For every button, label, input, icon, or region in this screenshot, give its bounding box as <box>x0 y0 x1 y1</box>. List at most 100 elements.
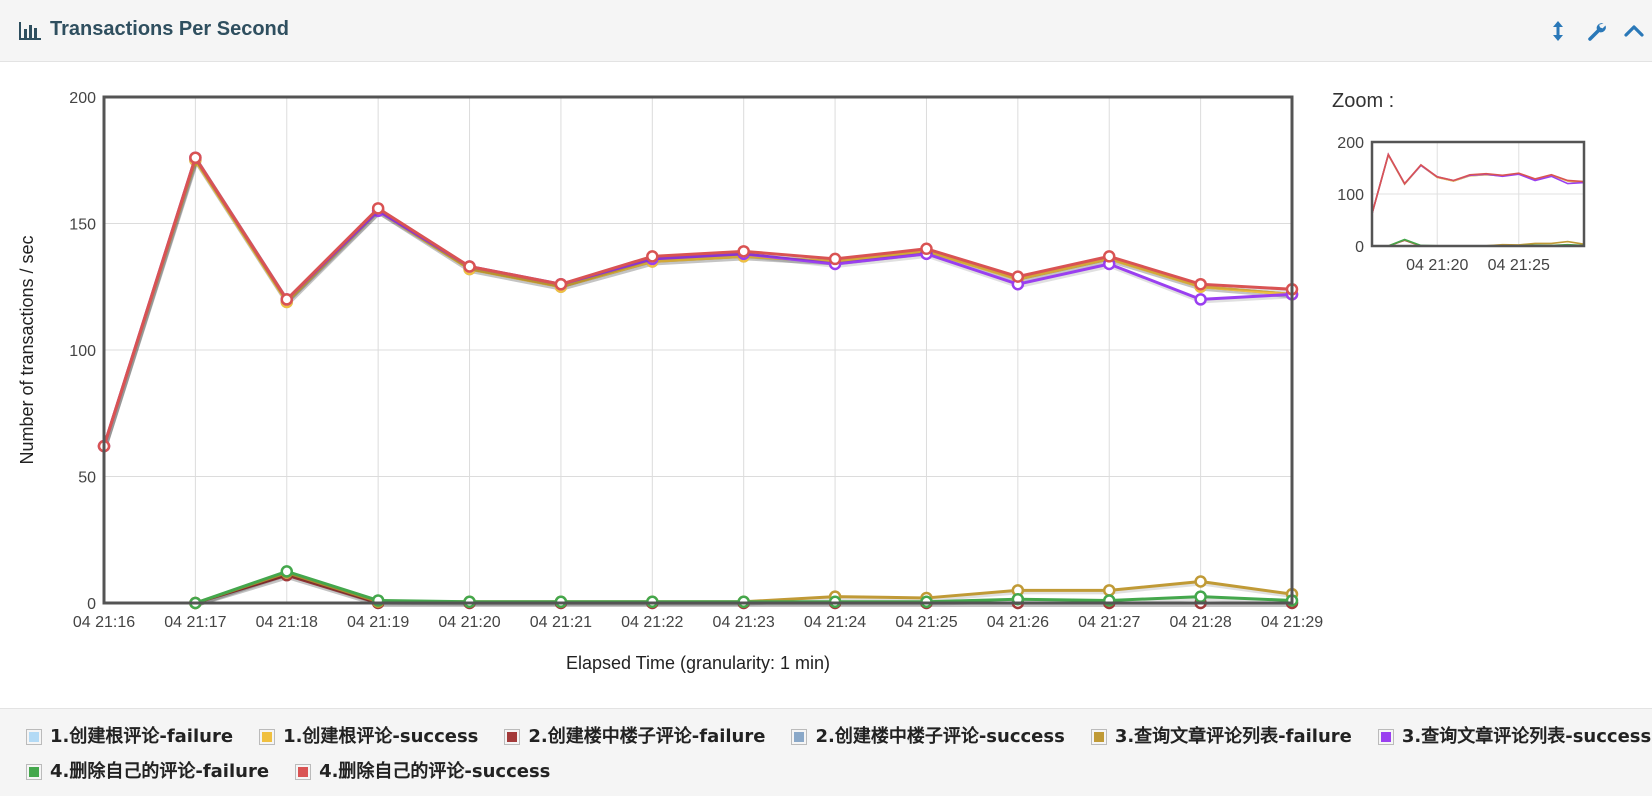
data-point <box>463 260 476 273</box>
legend-swatch <box>26 729 42 745</box>
x-tick-label: 04 21:19 <box>347 614 409 631</box>
zoom-label: Zoom : <box>1332 90 1394 112</box>
data-point <box>1194 277 1207 291</box>
data-point <box>1011 270 1025 283</box>
legend-item[interactable]: 3.查询文章评论列表-success <box>1377 725 1652 749</box>
data-point <box>1194 590 1207 603</box>
x-axis-label: Elapsed Time (granularity: 1 min) <box>566 653 830 673</box>
zoom-x-tick-label: 04 21:25 <box>1488 257 1550 274</box>
legend-swatch-color <box>1093 732 1104 742</box>
y-tick-label: 200 <box>69 90 96 107</box>
legend-swatch <box>504 729 521 745</box>
series-8 <box>97 151 1299 453</box>
series-shadow <box>103 160 1294 449</box>
series-line <box>102 156 1293 447</box>
chart-area: 0 50 100 150 200 04 21:16 04 21:17 04 21:18 04 2… <box>0 62 1652 708</box>
data-point <box>737 245 750 258</box>
legend-item[interactable]: 2.创建楼中楼子评论-failure <box>504 725 765 749</box>
x-tick-label: 04 21:17 <box>164 614 226 631</box>
legend-swatch <box>1090 729 1107 745</box>
y-tick-label: 100 <box>69 343 96 360</box>
expand-vertical-icon[interactable] <box>1546 18 1570 44</box>
legend-swatch <box>26 764 42 780</box>
legend-swatch-color <box>1380 732 1391 742</box>
series-shadow <box>103 160 1294 449</box>
data-point <box>280 293 294 306</box>
series-4 <box>97 154 1299 453</box>
x-tick-label: 04 21:23 <box>713 614 775 631</box>
legend-swatch <box>295 764 312 780</box>
zoom-frame <box>1370 140 1586 248</box>
zoom-y-tick-label: 100 <box>1337 187 1364 204</box>
data-point <box>1194 575 1207 588</box>
x-tick-label: 04 21:26 <box>987 614 1049 631</box>
legend-label: 2.创建楼中楼子评论-success <box>815 726 1065 747</box>
legend-swatch-color <box>262 732 273 742</box>
series-shadow <box>103 157 1294 449</box>
legend-row: 4.删除自己的评论-failure 4.删除自己的评论-success <box>0 760 550 784</box>
data-point <box>1102 250 1116 263</box>
legend-label: 2.创建楼中楼子评论-failure <box>528 726 766 747</box>
series-2 <box>97 154 1299 453</box>
data-point <box>280 565 294 578</box>
data-point <box>1102 584 1116 597</box>
wrench-icon[interactable] <box>1584 18 1608 44</box>
legend-swatch <box>1377 729 1394 745</box>
panel-header: Transactions Per Second <box>0 0 1652 62</box>
legend-label: 3.查询文章评论列表-failure <box>1114 726 1352 747</box>
data-point <box>646 250 659 263</box>
x-tick-label: 04 21:22 <box>621 614 683 631</box>
data-point <box>371 202 385 215</box>
data-point <box>920 242 933 256</box>
legend-swatch <box>259 729 276 745</box>
data-point <box>189 151 202 164</box>
zoom-series-line <box>1371 152 1585 214</box>
y-axis-label: Number of transactions / sec <box>17 235 37 464</box>
legend-swatch-color <box>29 767 39 777</box>
legend-swatch-color <box>794 732 805 742</box>
legend-label: 1.创建根评论-failure <box>50 726 234 747</box>
panel-title: Transactions Per Second <box>50 18 289 40</box>
bar-chart-icon <box>19 22 41 40</box>
x-tick-label: 04 21:21 <box>530 614 592 631</box>
legend-swatch-color <box>298 767 309 777</box>
legend: 1.创建根评论-failure 1.创建根评论-success 2.创建楼中楼子评论… <box>0 708 1652 796</box>
legend-label: 4.删除自己的评论-success <box>319 761 551 782</box>
data-point <box>828 252 842 266</box>
x-tick-label: 04 21:25 <box>895 614 957 631</box>
plot-frame <box>102 95 1294 605</box>
legend-label: 4.删除自己的评论-failure <box>50 761 270 782</box>
y-tick-label: 0 <box>87 596 96 613</box>
series-shadow <box>103 157 1294 449</box>
legend-item[interactable]: 1.创建根评论-success <box>259 725 478 749</box>
zoom-y-tick-label: 200 <box>1337 135 1364 152</box>
legend-label: 3.查询文章评论列表-success <box>1401 726 1652 747</box>
legend-label: 1.创建根评论-success <box>283 726 479 747</box>
x-tick-label: 04 21:29 <box>1261 614 1323 631</box>
legend-swatch-color <box>507 732 518 742</box>
zoom-x-tick-label: 04 21:20 <box>1406 257 1468 274</box>
legend-row: 1.创建根评论-failure 1.创建根评论-success 2.创建楼中楼子评论… <box>0 725 1651 749</box>
x-tick-label: 04 21:24 <box>804 614 866 631</box>
zoom-series-line <box>1371 152 1585 214</box>
data-point <box>554 277 568 291</box>
data-point <box>1194 293 1207 306</box>
x-tick-label: 04 21:27 <box>1078 614 1140 631</box>
zoom-series-line <box>1371 152 1585 214</box>
legend-item[interactable]: 3.查询文章评论列表-failure <box>1090 725 1352 749</box>
series-line <box>102 158 1293 447</box>
legend-item[interactable]: 4.删除自己的评论-success <box>295 760 550 784</box>
legend-swatch <box>791 729 808 745</box>
chevron-up-icon[interactable] <box>1622 18 1646 44</box>
legend-item[interactable]: 4.删除自己的评论-failure <box>26 760 269 784</box>
zoom-y-tick-label: 0 <box>1355 239 1364 256</box>
x-tick-label: 04 21:28 <box>1169 614 1231 631</box>
tps-line-chart[interactable]: 0 50 100 150 200 04 21:16 04 21:17 04 21:18 04 2… <box>0 62 1652 708</box>
legend-swatch-color <box>29 732 39 742</box>
legend-item[interactable]: 2.创建楼中楼子评论-success <box>791 725 1065 749</box>
x-tick-label: 04 21:20 <box>438 614 500 631</box>
x-tick-label: 04 21:18 <box>256 614 318 631</box>
legend-item[interactable]: 1.创建根评论-failure <box>26 725 233 749</box>
x-tick-label: 04 21:16 <box>73 614 135 631</box>
y-tick-label: 150 <box>69 217 96 234</box>
